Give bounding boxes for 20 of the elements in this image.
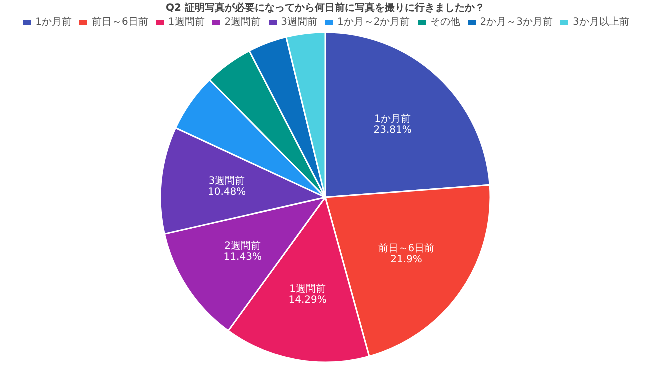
legend-label: 3週間前 bbox=[281, 16, 318, 29]
slice-label: 1か月前 bbox=[374, 112, 412, 125]
data-label: 10.48% bbox=[208, 187, 246, 198]
chart-title: Q2 証明写真が必要になってから何日前に写真を撮りに行きましたか？ bbox=[166, 2, 485, 14]
slice-label: 2週間前 bbox=[224, 240, 262, 252]
data-label: 11.43% bbox=[224, 252, 262, 264]
legend-label: 前日～6日前 bbox=[92, 16, 148, 29]
data-label: 23.81% bbox=[374, 124, 412, 136]
legend-label: 3か月以上前 bbox=[572, 16, 630, 29]
legend-label: 1か月～2か月前 bbox=[338, 16, 410, 29]
legend-label: その他 bbox=[430, 16, 460, 29]
data-label: 21.9% bbox=[390, 254, 422, 266]
slice-label: 1週間前 bbox=[290, 282, 326, 295]
legend-label: 1週間前 bbox=[168, 16, 205, 29]
legend-label: 1か月前 bbox=[36, 16, 72, 29]
legend-label: 2週間前 bbox=[224, 16, 262, 29]
slice-label: 前日～6日前 bbox=[378, 242, 435, 254]
legend-label: 2か月～3か月前 bbox=[480, 16, 553, 29]
data-label: 14.29% bbox=[288, 294, 327, 306]
slice-label: 3週間前 bbox=[208, 175, 246, 188]
